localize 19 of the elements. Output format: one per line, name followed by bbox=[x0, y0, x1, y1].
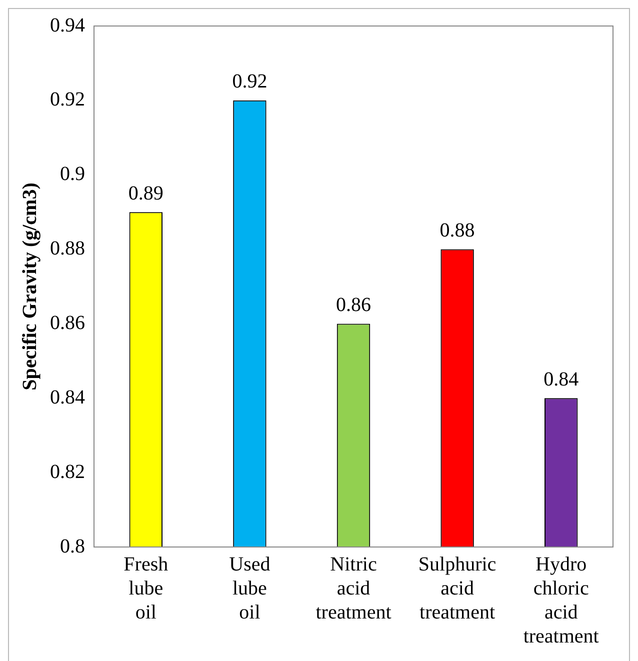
data-label: 0.92 bbox=[232, 70, 268, 93]
y-tick-label: 0.86 bbox=[50, 312, 85, 334]
data-label: 0.88 bbox=[440, 220, 475, 242]
y-tick-label: 0.8 bbox=[60, 535, 85, 558]
y-tick-label: 0.94 bbox=[50, 14, 85, 36]
x-tick-label: Sulphuric acid treatment bbox=[418, 553, 496, 624]
y-tick-label: 0.92 bbox=[50, 88, 85, 111]
y-tick-label: 0.9 bbox=[60, 163, 85, 186]
x-tick-label: Hydro chloric acid treatment bbox=[523, 553, 600, 648]
data-label: 0.89 bbox=[128, 182, 164, 204]
data-label: 0.84 bbox=[544, 368, 579, 390]
y-tick-label: 0.88 bbox=[50, 238, 85, 260]
x-tick-label: Fresh lube oil bbox=[124, 553, 168, 624]
x-tick-label: Nitric acid treatment bbox=[316, 553, 392, 624]
y-axis-title: Specific Gravity (g/cm3) bbox=[19, 182, 42, 390]
y-tick-label: 0.84 bbox=[50, 386, 85, 408]
data-label: 0.86 bbox=[336, 294, 371, 316]
x-tick-label: Used lube oil bbox=[229, 553, 270, 624]
y-tick-label: 0.82 bbox=[50, 460, 85, 483]
